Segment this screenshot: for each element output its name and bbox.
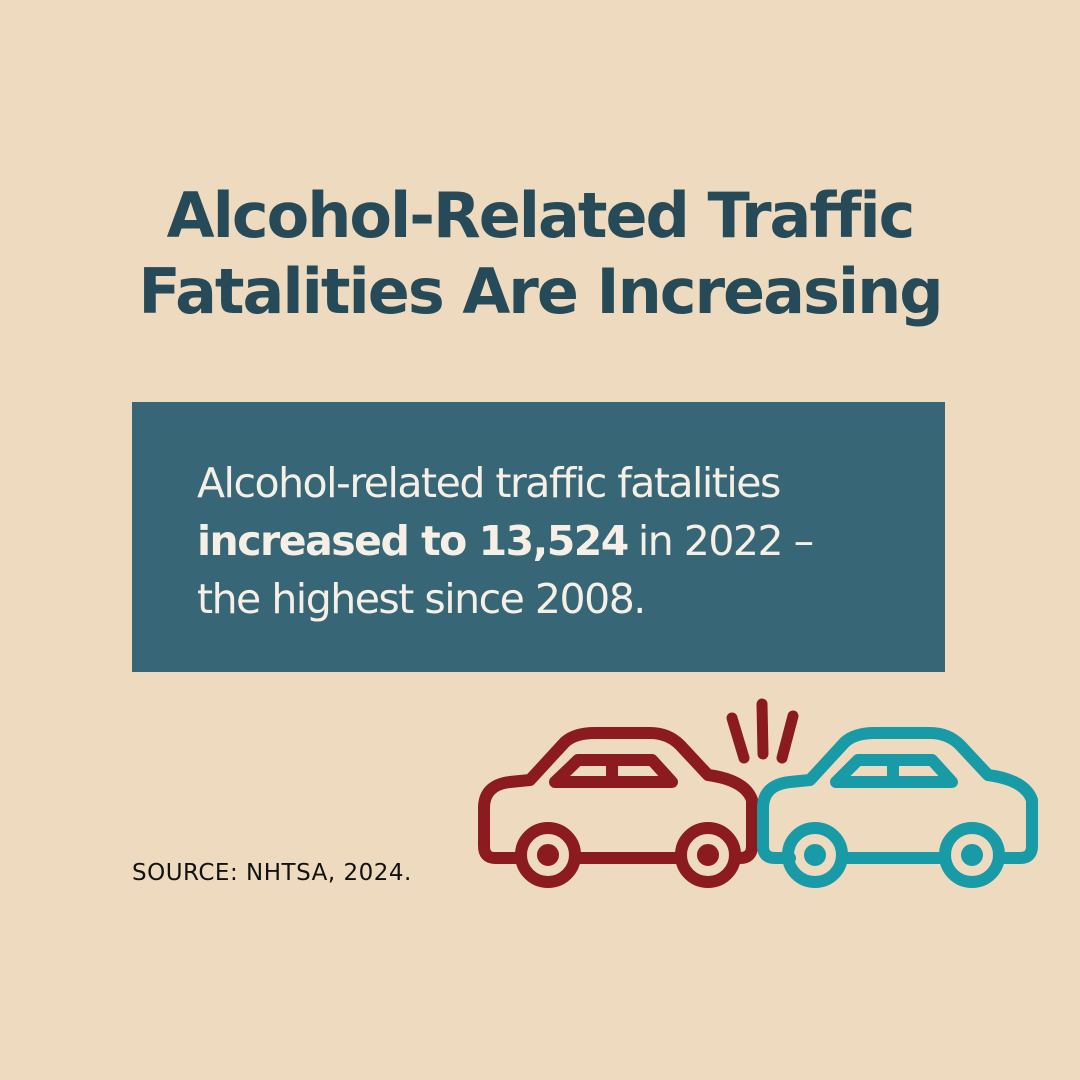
title: Alcohol-Related Traffic Fatalities Are I… [0,178,1080,330]
red-car [478,727,758,888]
fact-rest: in 2022 – [637,517,814,565]
source: SOURCE: NHTSA, 2024. [132,860,412,886]
fact-line: the highest since 2008. [197,575,646,623]
fact-text: Alcohol-related traffic fatalities incre… [197,454,814,628]
impact-lines [726,698,799,764]
fact-line: increased to 13,524 in 2022 – [197,512,814,570]
fact-box: Alcohol-related traffic fatalities incre… [132,402,945,672]
title-line: Fatalities Are Increasing [138,255,943,328]
title-line: Alcohol-Related Traffic [166,179,916,252]
highlight: increased to 13,524 [197,517,629,565]
teal-car [757,727,1038,888]
fact-line: Alcohol-related traffic fatalities [197,459,781,507]
